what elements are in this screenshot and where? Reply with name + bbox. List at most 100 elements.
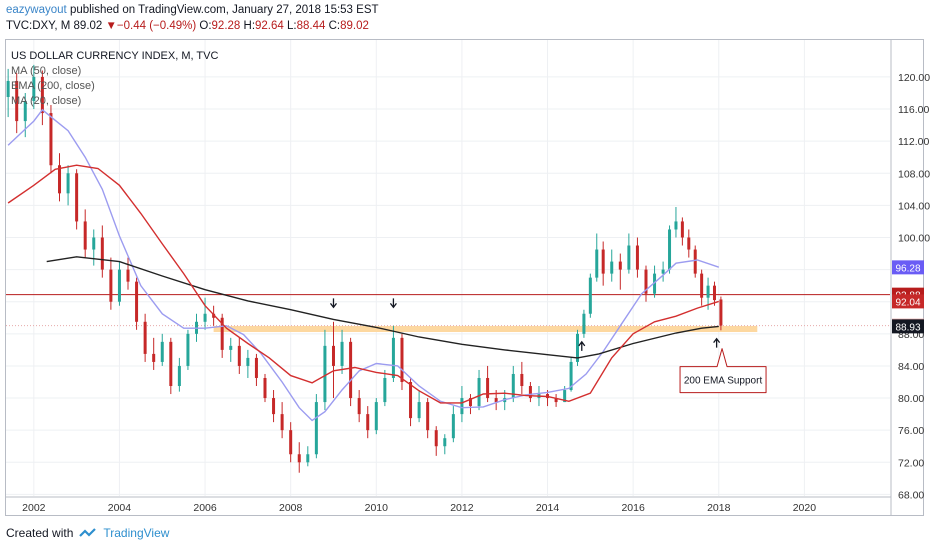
legend-ema200[interactable]: EMA (200, close) — [11, 80, 95, 92]
candle-body — [254, 357, 258, 378]
price-label-bg — [892, 319, 924, 334]
candle-body — [357, 398, 361, 415]
open-label: O: — [199, 20, 212, 32]
candle-body — [272, 398, 276, 415]
tradingview-brand-link[interactable]: TradingView — [103, 526, 170, 540]
author-link[interactable]: eazywayout — [6, 4, 67, 16]
candle-body — [426, 402, 430, 431]
candle-body — [49, 113, 53, 166]
ema200-line — [46, 256, 719, 359]
candle-body — [297, 454, 301, 463]
ma20-line — [7, 164, 720, 404]
candle-body — [6, 80, 10, 97]
chart-frame — [5, 39, 924, 516]
support-zone — [213, 326, 758, 333]
candle-body — [152, 353, 156, 362]
down-triangle-icon: ▼ — [105, 20, 117, 32]
candle-body — [109, 269, 113, 302]
candle-body — [100, 237, 104, 270]
axis-labels: 2002 2004 2006 2008 2010 2012 2014 2016 2018 2020… — [22, 72, 930, 514]
price-change: −0.44 (−0.49%) — [116, 20, 197, 32]
arrow-down-icon — [389, 298, 397, 309]
x-tick-label: 2004 — [108, 502, 132, 514]
candle-body — [289, 430, 293, 455]
price-label-bg — [892, 260, 924, 275]
grid — [6, 40, 890, 496]
legend-ma20[interactable]: MA (20, close) — [11, 95, 81, 107]
candle-body — [229, 345, 233, 350]
candle-body — [674, 221, 678, 230]
candle-body — [32, 76, 36, 102]
x-tick-label: 2006 — [193, 502, 217, 514]
candle-body — [477, 377, 481, 407]
candle-body — [627, 245, 631, 270]
y-tick-label: 108.00 — [898, 168, 930, 180]
candle-body — [668, 229, 672, 270]
x-tick-label: 2012 — [450, 502, 474, 514]
x-tick-label: 2010 — [365, 502, 389, 514]
candle-body — [451, 414, 455, 439]
candle-body — [511, 373, 515, 399]
x-tick-label: 2014 — [536, 502, 560, 514]
candle-body — [563, 390, 567, 403]
candle-body — [680, 221, 684, 238]
low-value: 88.44 — [296, 20, 326, 32]
candle-body — [520, 373, 524, 387]
chart-title: US DOLLAR CURRENCY INDEX, M, TVC — [11, 50, 218, 62]
arrow-up-icon — [578, 340, 586, 351]
candle-body — [58, 165, 62, 194]
candle-body — [323, 345, 327, 403]
candle-body — [409, 382, 413, 419]
candle-body — [644, 269, 648, 294]
candle-body — [126, 269, 130, 282]
candle-body — [653, 273, 657, 294]
annotation-callout — [679, 348, 767, 394]
y-tick-label: 68.00 — [898, 489, 924, 501]
candle-body — [601, 249, 605, 274]
candle-body — [712, 285, 716, 301]
y-tick-label: 120.00 — [898, 72, 930, 84]
x-tick-label: 2008 — [279, 502, 303, 514]
candle-body — [588, 277, 592, 314]
candle-body — [331, 345, 335, 366]
candle-body — [468, 398, 472, 407]
candle-body — [569, 361, 573, 391]
price-label: 96.28 — [895, 263, 920, 274]
annotation-marks: 200 EMA Support — [329, 298, 767, 394]
indicator-lines — [7, 108, 720, 422]
annotation-text: 200 EMA Support — [684, 376, 763, 387]
candle-body — [661, 269, 665, 274]
candle-body — [237, 345, 241, 366]
y-tick-label: 72.00 — [898, 457, 924, 469]
ohlc-line: TVC:DXY, M 89.02 ▼−0.44 (−0.49%) O:92.28… — [6, 20, 369, 32]
price-label-bg — [892, 294, 924, 309]
candle-body — [443, 438, 447, 447]
x-tick-label: 2002 — [22, 502, 46, 514]
y-tick-label: 100.00 — [898, 232, 930, 244]
candle-body — [610, 261, 614, 274]
candle-body — [575, 333, 579, 362]
candle-body — [40, 76, 44, 114]
candle-body — [160, 341, 164, 362]
candle-body — [314, 402, 318, 455]
candle-body — [700, 273, 704, 298]
candle-body — [366, 414, 370, 431]
annotation-zones — [6, 294, 890, 333]
created-with-label: Created with — [6, 526, 74, 540]
candle-body — [92, 237, 96, 250]
legend-ma50[interactable]: MA (50, close) — [11, 65, 81, 77]
candle-body — [460, 398, 464, 415]
y-tick-label: 80.00 — [898, 393, 924, 405]
chart-legend: US DOLLAR CURRENCY INDEX, M, TVC MA (50,… — [11, 50, 218, 107]
close-label: C: — [328, 20, 341, 32]
y-tick-label: 104.00 — [898, 200, 930, 212]
arrow-down-icon — [329, 298, 338, 309]
x-tick-label: 2018 — [707, 502, 731, 514]
x-tick-label: 2016 — [621, 502, 645, 514]
candle-body — [554, 398, 558, 403]
ma50-line — [7, 108, 720, 422]
y-tick-label: 116.00 — [898, 104, 929, 116]
candle-body — [169, 341, 173, 387]
high-label: H: — [243, 20, 256, 32]
